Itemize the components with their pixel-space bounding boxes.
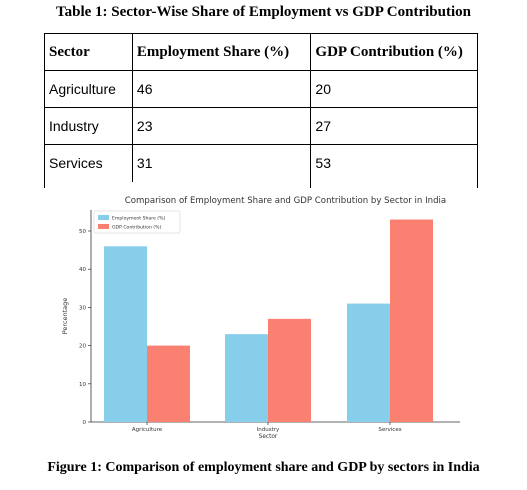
header-employment-share: Employment Share (%) [131, 33, 312, 71]
x-axis-label: Sector [259, 434, 278, 440]
cell-gdp: 27 [310, 107, 478, 145]
cell-sector: Services [44, 144, 133, 182]
bar-chart-svg: Comparison of Employment Share and GDP C… [61, 196, 460, 440]
y-tick-label: 30 [79, 305, 86, 311]
bar [347, 303, 390, 422]
table-row: Industry 23 27 [44, 107, 478, 145]
bar [390, 219, 433, 422]
cell-employment: 31 [131, 144, 312, 182]
bar [147, 345, 190, 422]
x-tick-label: Agriculture [132, 427, 163, 433]
y-tick-label: 0 [83, 420, 87, 426]
chart-title: Comparison of Employment Share and GDP C… [125, 196, 446, 206]
header-gdp-contribution: GDP Contribution (%) [310, 33, 478, 71]
cell-sector: Agriculture [44, 70, 133, 108]
table-edge-mid [310, 181, 311, 188]
legend-swatch [98, 224, 109, 229]
sector-table: Sector Employment Share (%) GDP Contribu… [44, 33, 478, 182]
table-edge-right [477, 181, 478, 188]
table-edge-left [44, 181, 45, 188]
y-tick-label: 20 [79, 344, 86, 350]
cell-employment: 23 [131, 107, 312, 145]
y-axis-label: Percentage [61, 298, 69, 335]
figure-caption: Figure 1: Comparison of employment share… [47, 460, 480, 475]
cell-employment: 46 [131, 70, 312, 108]
header-sector: Sector [44, 33, 133, 71]
cell-gdp: 53 [310, 144, 478, 182]
cell-sector: Industry [44, 107, 133, 145]
legend-label: Employment Share (%) [112, 216, 165, 222]
legend-swatch [98, 215, 109, 220]
bar [268, 318, 311, 422]
x-tick-label: Services [378, 427, 401, 433]
bar [104, 246, 147, 422]
table-header-row: Sector Employment Share (%) GDP Contribu… [44, 33, 478, 71]
table-row: Agriculture 46 20 [44, 70, 478, 108]
legend-box [93, 210, 181, 234]
cell-gdp: 20 [310, 70, 478, 108]
bar [225, 334, 268, 422]
y-tick-label: 40 [79, 267, 86, 273]
y-tick-label: 50 [79, 229, 86, 235]
bar-chart: Comparison of Employment Share and GDP C… [55, 190, 475, 442]
table-row: Services 31 53 [44, 144, 478, 182]
legend-label: GDP Contribution (%) [112, 225, 161, 231]
x-tick-label: Industry [257, 427, 280, 433]
y-tick-label: 10 [79, 382, 86, 388]
table-caption: Table 1: Sector-Wise Share of Employment… [55, 4, 471, 20]
